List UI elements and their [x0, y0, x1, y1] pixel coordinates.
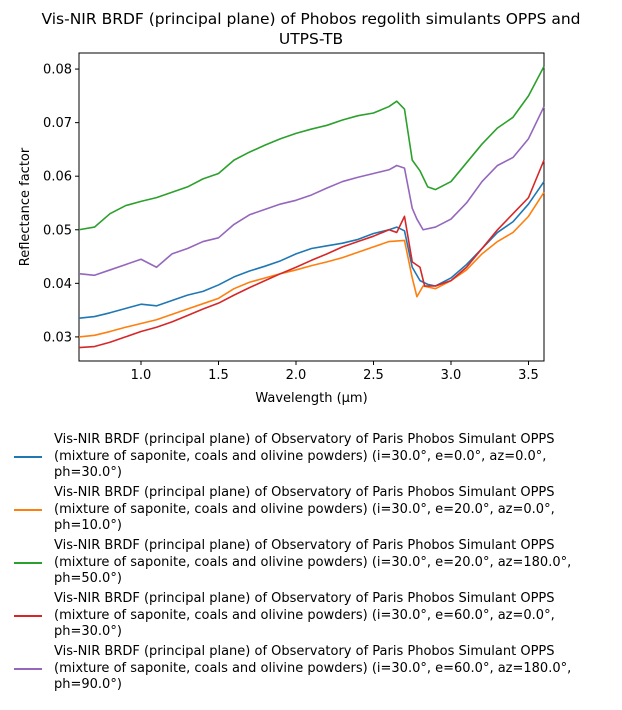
x-tick-label: 1.5 [208, 368, 229, 383]
series-line-1 [78, 181, 545, 319]
x-axis-ticks: 1.0 1.5 2.0 2.5 3.0 3.5 [131, 361, 539, 383]
legend-swatch [14, 509, 42, 511]
legend-label: Vis-NIR BRDF (principal plane) of Observ… [54, 591, 555, 639]
plot-area [78, 52, 545, 362]
legend-item: Vis-NIR BRDF (principal plane) of Observ… [14, 644, 614, 697]
legend: Vis-NIR BRDF (principal plane) of Observ… [14, 432, 614, 697]
legend-label: Vis-NIR BRDF (principal plane) of Observ… [54, 485, 555, 533]
legend-label: Vis-NIR BRDF (principal plane) of Observ… [54, 538, 572, 586]
series-line-3 [78, 66, 545, 231]
y-tick-label: 0.05 [43, 223, 72, 238]
legend-label: Vis-NIR BRDF (principal plane) of Observ… [54, 432, 555, 480]
x-tick-label: 3.5 [518, 368, 539, 383]
legend-item: Vis-NIR BRDF (principal plane) of Observ… [14, 591, 614, 644]
x-tick-label: 2.0 [286, 368, 307, 383]
y-axis-ticks: 0.03 0.04 0.05 0.06 0.07 0.08 [43, 63, 79, 345]
legend-item: Vis-NIR BRDF (principal plane) of Observ… [14, 485, 614, 538]
y-tick-label: 0.07 [43, 116, 72, 131]
legend-swatch [14, 615, 42, 617]
chart-title-line-2: UTPS-TB [279, 30, 343, 48]
chart: Vis-NIR BRDF (principal plane) of Phobos… [18, 10, 581, 406]
legend-swatch [14, 562, 42, 564]
y-tick-label: 0.08 [43, 63, 72, 78]
y-tick-label: 0.04 [43, 277, 72, 292]
x-tick-label: 1.0 [131, 368, 152, 383]
series-line-5 [78, 106, 545, 277]
legend-label: Vis-NIR BRDF (principal plane) of Observ… [54, 644, 572, 692]
legend-item: Vis-NIR BRDF (principal plane) of Observ… [14, 538, 614, 591]
x-axis-label: Wavelength (μm) [255, 391, 367, 406]
series-line-4 [78, 159, 545, 349]
series-group [78, 66, 545, 349]
chart-title-line-1: Vis-NIR BRDF (principal plane) of Phobos… [41, 10, 580, 28]
x-tick-label: 3.0 [441, 368, 462, 383]
x-tick-label: 2.5 [363, 368, 384, 383]
legend-swatch [14, 456, 42, 458]
y-tick-label: 0.06 [43, 170, 72, 185]
legend-swatch [14, 668, 42, 670]
y-tick-label: 0.03 [43, 330, 72, 345]
y-axis-label: Reflectance factor [18, 147, 33, 266]
series-line-2 [78, 191, 545, 338]
legend-item: Vis-NIR BRDF (principal plane) of Observ… [14, 432, 614, 485]
